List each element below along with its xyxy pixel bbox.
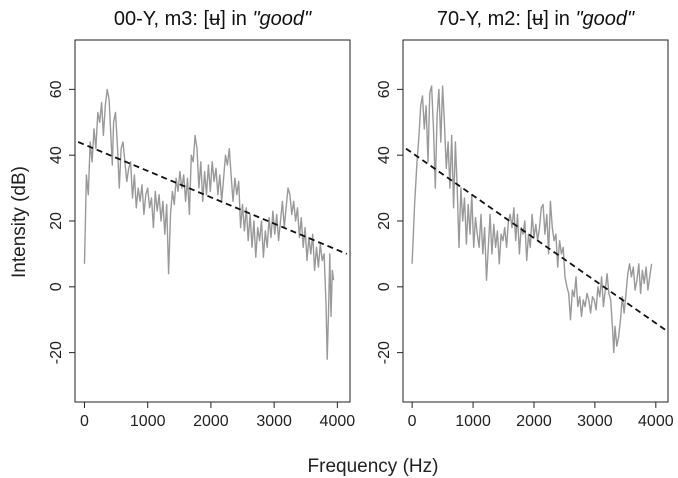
- title-part: ] in: [543, 8, 575, 30]
- y-tick-label: -20: [376, 341, 393, 364]
- spectrum-line: [411, 85, 653, 354]
- regression-line: [77, 141, 348, 255]
- x-axis-title: Frequency (Hz): [308, 456, 439, 477]
- y-tick-label: 60: [48, 80, 65, 98]
- title-part: 00-Y, m3: [: [114, 8, 210, 30]
- regression-line: [405, 147, 666, 331]
- y-tick-label: 60: [376, 80, 393, 98]
- panel-title: 00-Y, m3: [ʉ] in "good": [114, 8, 312, 30]
- title-part: 70-Y, m2: [: [437, 8, 533, 30]
- title-part: "good": [252, 8, 312, 30]
- title-part: ʉ: [532, 8, 543, 30]
- x-tick-label: 2000: [193, 413, 229, 430]
- title-part: ] in: [220, 8, 252, 30]
- y-tick-label: 40: [376, 146, 393, 164]
- y-tick-label: 0: [376, 282, 393, 291]
- x-tick-label: 1000: [130, 413, 166, 430]
- panel-title: 70-Y, m2: [ʉ] in "good": [437, 8, 635, 30]
- x-tick-label: 2000: [516, 413, 552, 430]
- x-tick-label: 1000: [455, 413, 491, 430]
- x-tick-label: 3000: [577, 413, 613, 430]
- panel-right: 70-Y, m2: [ʉ] in "good" 0 1000 2000 3000 4000…: [376, 8, 674, 430]
- y-tick-label: 40: [48, 146, 65, 164]
- x-tick-label: 0: [408, 413, 417, 430]
- y-axis-title: Intensity (dB): [9, 166, 30, 278]
- x-tick-label: 3000: [256, 413, 292, 430]
- x-tick-label: 4000: [320, 413, 356, 430]
- plot-frame: [74, 39, 351, 403]
- title-part: "good": [575, 8, 635, 30]
- panel-left: 00-Y, m3: [ʉ] in "good"0 1000 2000 3000 4000…: [48, 8, 355, 430]
- spectrum-line: [83, 88, 335, 360]
- x-tick-label: 4000: [638, 413, 674, 430]
- y-tick-label: 20: [48, 212, 65, 230]
- y-tick-label: -20: [48, 341, 65, 364]
- title-part: ʉ: [209, 8, 220, 30]
- x-tick-label: 0: [80, 413, 89, 430]
- y-tick-label: 0: [48, 282, 65, 291]
- y-tick-label: 20: [376, 212, 393, 230]
